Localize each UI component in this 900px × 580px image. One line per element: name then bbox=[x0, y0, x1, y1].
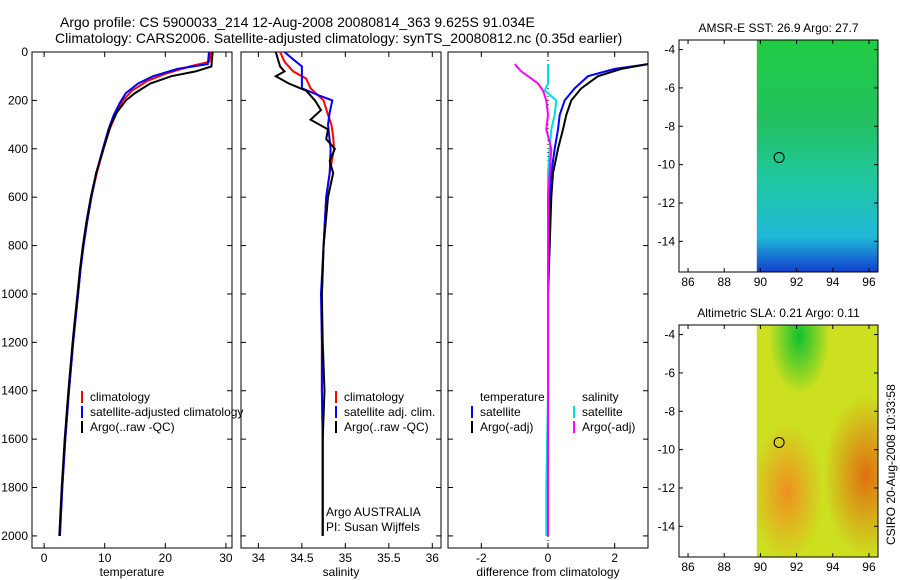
difference-series-temperature-argo-adj- bbox=[547, 63, 648, 536]
salinity-series-climatology bbox=[279, 52, 336, 536]
sla_map-ytick-label: -12 bbox=[658, 481, 676, 495]
sla_map-argo-marker bbox=[773, 436, 785, 448]
sla_map-xtick-label: 86 bbox=[681, 560, 695, 574]
difference-series-salinity-argo-adj- bbox=[513, 63, 553, 536]
sst_map-xtick-label: 86 bbox=[681, 275, 695, 289]
temperature-series-satellite-adjusted-climatology bbox=[58, 52, 210, 536]
salinity-axes: 34 34.5 35 35.5 36 salinity climatologysatelli… bbox=[240, 51, 442, 579]
sla_map-axes: Altimetric SLA: 0.21 Argo: 0.11 86 88 90 92 9… bbox=[658, 306, 879, 574]
sla_map-xtick-label: 88 bbox=[718, 560, 732, 574]
temperature-xtick-label: 10 bbox=[98, 551, 112, 565]
temperature-xlabel: temperature bbox=[100, 565, 165, 579]
salinity-xlabel: salinity bbox=[323, 565, 360, 579]
sst_map-xtick-label: 92 bbox=[790, 275, 804, 289]
sst_map-frame bbox=[678, 39, 879, 273]
salinity-legend-label: Argo(..raw -QC) bbox=[344, 420, 429, 434]
salinity-legend-label: satellite adj. clim. bbox=[344, 405, 435, 419]
temperature-legend-label: climatology bbox=[90, 390, 150, 404]
argo-country-label: Argo AUSTRALIA bbox=[326, 505, 421, 519]
salinity-xtick-label: 35 bbox=[339, 551, 353, 565]
salinity-series-argo-raw-qc- bbox=[273, 52, 337, 536]
depth-tick-label: 0 bbox=[21, 45, 28, 59]
sst_map-xtick-label: 94 bbox=[826, 275, 840, 289]
sla_map-ytick-label: -10 bbox=[658, 443, 676, 457]
depth-tick-label: 200 bbox=[8, 93, 28, 107]
difference-series-temperature-satellite bbox=[547, 63, 648, 536]
sla_map-ytick-label: -6 bbox=[664, 366, 675, 380]
difference-series-salinity-satellite bbox=[543, 64, 558, 536]
sst_map-ytick-label: -14 bbox=[658, 234, 676, 248]
salinity-xtick-label: 34 bbox=[252, 551, 266, 565]
temperature-xtick-label: 20 bbox=[159, 551, 173, 565]
diff-legend-title-salinity: salinity bbox=[582, 390, 619, 404]
sst_map-ytick-label: -4 bbox=[664, 43, 675, 57]
depth-tick-label: 1800 bbox=[1, 481, 28, 495]
salinity-series-satellite-adj-clim- bbox=[283, 52, 334, 536]
temperature-frame bbox=[31, 51, 233, 549]
sla_map-xtick-label: 94 bbox=[826, 560, 840, 574]
title-line-1: Argo profile: CS 5900033_214 12-Aug-2008… bbox=[60, 14, 535, 30]
sst_map-ytick-label: -12 bbox=[658, 196, 676, 210]
temperature-series-argo-raw-qc- bbox=[58, 52, 214, 536]
sla-high-region-2 bbox=[756, 325, 878, 557]
salinity-legend-label: climatology bbox=[344, 390, 404, 404]
sst_map-axes: AMSR-E SST: 26.9 Argo: 27.7 86 88 90 92 94 96 -… bbox=[658, 21, 879, 289]
depth-tick-label: 1400 bbox=[1, 384, 28, 398]
difference-xtick-label: 0 bbox=[545, 551, 552, 565]
sst_map-ytick-label: -6 bbox=[664, 81, 675, 95]
diff-legend-label: satellite bbox=[582, 405, 623, 419]
sst_map-xtick-label: 96 bbox=[862, 275, 876, 289]
depth-tick-label: 1000 bbox=[1, 287, 28, 301]
diff-legend-label: Argo(-adj) bbox=[582, 420, 635, 434]
temperature-xtick-label: 0 bbox=[41, 551, 48, 565]
sla_map-ytick-label: -8 bbox=[664, 404, 675, 418]
temperature-series-climatology bbox=[58, 52, 212, 536]
sla_map-ytick-label: -14 bbox=[658, 519, 676, 533]
difference-xtick-label: -2 bbox=[476, 551, 487, 565]
salinity-frame bbox=[240, 51, 442, 549]
sst-field bbox=[756, 40, 878, 272]
sla_map-xtick-label: 96 bbox=[862, 560, 876, 574]
diff-legend-label: Argo(-adj) bbox=[480, 420, 533, 434]
sst_map-xtick-label: 88 bbox=[718, 275, 732, 289]
sla_map-xtick-label: 92 bbox=[790, 560, 804, 574]
sst_map-title: AMSR-E SST: 26.9 Argo: 27.7 bbox=[698, 21, 858, 35]
temperature-legend-label: satellite-adjusted climatology bbox=[90, 405, 243, 419]
depth-tick-label: 600 bbox=[8, 190, 28, 204]
salinity-xtick-label: 35.5 bbox=[377, 551, 401, 565]
difference-xtick-label: 2 bbox=[611, 551, 618, 565]
temperature-xtick-label: 30 bbox=[219, 551, 233, 565]
csiro-stamp: CSIRO 20-Aug-2008 10:33:58 bbox=[884, 384, 898, 545]
temperature-legend-label: Argo(..raw -QC) bbox=[90, 420, 175, 434]
depth-tick-label: 2000 bbox=[1, 529, 28, 543]
difference-xlabel: difference from climatology bbox=[476, 565, 619, 579]
diff-legend-label: satellite bbox=[480, 405, 521, 419]
sst_map-ytick-label: -8 bbox=[664, 119, 675, 133]
depth-tick-label: 400 bbox=[8, 142, 28, 156]
title-line-2: Climatology: CARS2006. Satellite-adjuste… bbox=[55, 30, 622, 46]
salinity-xtick-label: 36 bbox=[426, 551, 440, 565]
temperature-axes: 0 10 20 30 0 200 400 600 800 1000 1200 1400 1600 1800… bbox=[1, 45, 243, 579]
salinity-xtick-label: 34.5 bbox=[290, 551, 314, 565]
sla_map-xtick-label: 90 bbox=[754, 560, 768, 574]
depth-tick-label: 800 bbox=[8, 239, 28, 253]
sla_map-frame bbox=[678, 324, 879, 558]
sst_map-xtick-label: 90 bbox=[754, 275, 768, 289]
diff-legend-title-temperature: temperature bbox=[480, 390, 545, 404]
sst_map-argo-marker bbox=[773, 151, 785, 163]
pi-label: PI: Susan Wijffels bbox=[326, 520, 420, 534]
sla_map-ytick-label: -4 bbox=[664, 328, 675, 342]
depth-tick-label: 1600 bbox=[1, 432, 28, 446]
depth-tick-label: 1200 bbox=[1, 335, 28, 349]
sst_map-ytick-label: -10 bbox=[658, 158, 676, 172]
sla_map-title: Altimetric SLA: 0.21 Argo: 0.11 bbox=[697, 306, 860, 320]
